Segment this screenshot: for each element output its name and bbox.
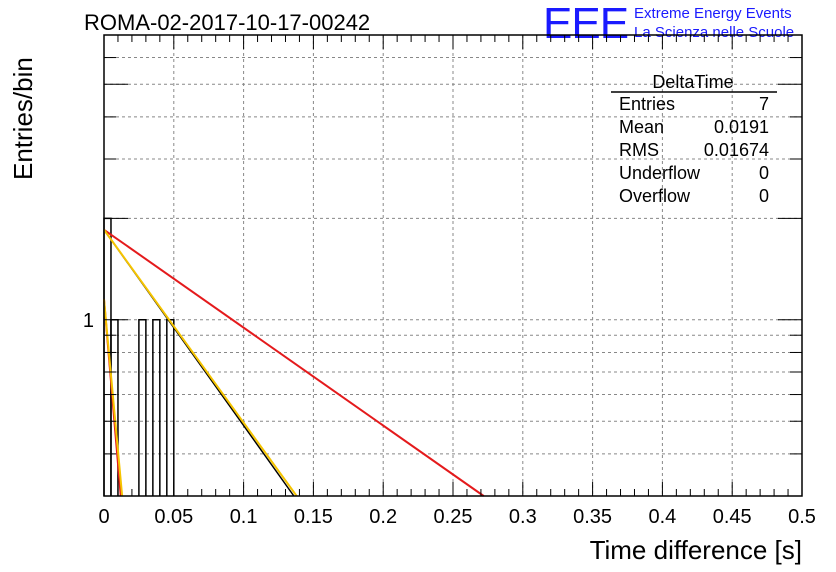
histogram-bar xyxy=(152,319,161,496)
stats-value-entries: 7 xyxy=(759,94,769,114)
histogram-bar xyxy=(138,319,147,496)
x-tick-label: 0.1 xyxy=(230,506,258,528)
stats-value-overflow: 0 xyxy=(759,186,769,206)
x-tick-label: 0.5 xyxy=(788,506,816,528)
logo-line-1: Extreme Energy Events xyxy=(634,5,792,22)
x-tick-label: 0.4 xyxy=(648,506,676,528)
x-tick-label: 0.05 xyxy=(154,506,193,528)
fit-lines xyxy=(103,228,485,497)
histogram-bar xyxy=(166,319,175,496)
logo-mark: EEE xyxy=(543,0,629,48)
y-tick-label: 1 xyxy=(83,310,94,332)
stats-value-underflow: 0 xyxy=(759,163,769,183)
x-tick-label: 0.25 xyxy=(434,506,473,528)
grid-lines xyxy=(104,35,802,496)
x-tick-label: 0.2 xyxy=(369,506,397,528)
x-tick-label: 0 xyxy=(98,506,109,528)
stats-label-entries: Entries xyxy=(619,94,675,114)
stats-label-mean: Mean xyxy=(619,117,664,137)
fit-line-red xyxy=(103,228,485,497)
stats-value-mean: 0.0191 xyxy=(714,117,769,137)
eee-logo: EEE Extreme Energy Events La Scienza nel… xyxy=(543,2,794,46)
fit-line-yellow xyxy=(103,229,298,497)
stats-title: DeltaTime xyxy=(652,72,733,92)
logo-text: Extreme Energy Events La Scienza nelle S… xyxy=(634,4,794,42)
stats-label-rms: RMS xyxy=(619,140,659,160)
stats-label-overflow: Overflow xyxy=(619,186,691,206)
y-ticks: 1 xyxy=(83,57,802,455)
x-tick-label: 0.45 xyxy=(713,506,752,528)
stats-box: DeltaTime Entries 7 Mean 0.0191 RMS 0.01… xyxy=(611,72,777,206)
fit-line-yellow xyxy=(103,299,124,497)
stats-label-underflow: Underflow xyxy=(619,163,701,183)
x-tick-label: 0.35 xyxy=(573,506,612,528)
logo-line-2: La Scienza nelle Scuole xyxy=(634,24,795,41)
x-tick-label: 0.3 xyxy=(509,506,537,528)
x-ticks: 0 0.05 0.1 0.15 0.2 0.25 0.3 0.35 0.4 0.45 0.5 xyxy=(98,35,816,528)
x-axis-label: Time difference [s] xyxy=(589,535,802,565)
chart-title: ROMA-02-2017-10-17-00242 xyxy=(84,10,371,35)
stats-value-rms: 0.01674 xyxy=(704,140,769,160)
x-tick-label: 0.15 xyxy=(294,506,333,528)
